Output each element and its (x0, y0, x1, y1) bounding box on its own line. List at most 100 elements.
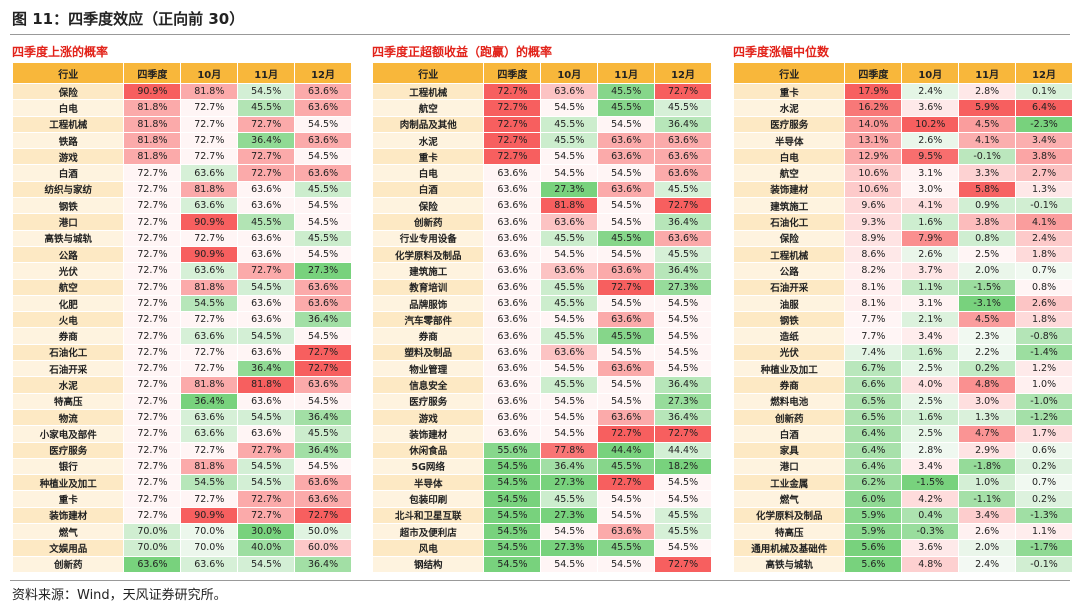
value-cell: 63.6% (294, 474, 352, 492)
value-cell: 63.6% (180, 164, 239, 182)
industry-cell: 保险 (371, 197, 485, 215)
value-cell: 2.0% (958, 539, 1017, 557)
table-row: 保险 90.9% 81.8% 54.5% 63.6% (11, 82, 352, 101)
value-cell: 2.4% (1015, 229, 1073, 247)
value-cell: 54.5% (540, 148, 599, 166)
table-row: 重卡 72.7% 72.7% 72.7% 63.6% (11, 490, 352, 508)
value-cell: 54.5% (654, 360, 712, 378)
value-cell: 45.5% (597, 229, 656, 247)
value-cell: 4.1% (958, 131, 1017, 150)
industry-cell: 银行 (11, 457, 125, 476)
value-cell: 54.5% (597, 294, 656, 313)
value-cell: 45.5% (597, 99, 656, 117)
table-row: 白酒 72.7% 63.6% 72.7% 63.6% (11, 164, 352, 182)
value-cell: 2.2% (958, 343, 1017, 362)
value-cell: 63.6% (237, 311, 296, 329)
data-table: 行业 四季度 10月 11月 12月 保险 90.9% 81.8% 54.5% 63.6% 白电 81… (11, 62, 352, 573)
value-cell: 54.5% (483, 555, 542, 573)
value-cell: 63.6% (597, 180, 656, 199)
value-cell: -0.3% (901, 523, 960, 541)
value-cell: 72.7% (123, 474, 182, 492)
value-cell: 72.7% (180, 343, 239, 362)
value-cell: 81.8% (123, 115, 182, 133)
column-header: 12月 (294, 62, 352, 84)
value-cell: 6.7% (844, 360, 903, 378)
value-cell: 45.5% (540, 115, 599, 133)
value-cell: 72.7% (180, 490, 239, 508)
value-cell: -1.1% (958, 490, 1017, 508)
industry-cell: 化学原料及制品 (732, 506, 846, 525)
value-cell: 54.5% (237, 457, 296, 476)
industry-cell: 种植业及加工 (732, 360, 846, 378)
table-row: 光伏 7.4% 1.6% 2.2% -1.4% (732, 343, 1073, 362)
table-row: 通用机械及基础件 5.6% 3.6% 2.0% -1.7% (732, 539, 1073, 557)
value-cell: 63.6% (597, 131, 656, 150)
value-cell: 72.7% (180, 115, 239, 133)
table-row: 重卡 72.7% 54.5% 63.6% 63.6% (371, 148, 712, 166)
value-cell: -0.1% (958, 148, 1017, 166)
value-cell: 6.2% (844, 474, 903, 492)
table-row: 化学原料及制品 5.9% 0.4% 3.4% -1.3% (732, 506, 1073, 525)
value-cell: 45.5% (654, 245, 712, 264)
value-cell: 8.9% (844, 229, 903, 247)
value-cell: 72.7% (654, 197, 712, 215)
table-row: 钢结构 54.5% 54.5% 54.5% 72.7% (371, 555, 712, 573)
column-header: 11月 (958, 62, 1017, 84)
table-row: 特高压 72.7% 36.4% 63.6% 54.5% (11, 392, 352, 410)
value-cell: -1.0% (1015, 392, 1073, 410)
table-row: 建筑施工 9.6% 4.1% 0.9% -0.1% (732, 197, 1073, 215)
industry-cell: 公路 (11, 245, 125, 264)
column-header: 四季度 (483, 62, 542, 84)
value-cell: 27.3% (654, 392, 712, 410)
value-cell: 81.8% (123, 99, 182, 117)
value-cell: 54.5% (237, 408, 296, 427)
table-row: 化肥 72.7% 54.5% 63.6% 63.6% (11, 294, 352, 313)
column-header: 四季度 (844, 62, 903, 84)
value-cell: 5.8% (958, 180, 1017, 199)
value-cell: 72.7% (483, 148, 542, 166)
value-cell: 72.7% (237, 262, 296, 280)
value-cell: 36.4% (654, 115, 712, 133)
value-cell: 72.7% (654, 82, 712, 101)
industry-cell: 重卡 (371, 148, 485, 166)
value-cell: 54.5% (294, 245, 352, 264)
value-cell: 81.8% (180, 457, 239, 476)
table-row: 券商 72.7% 63.6% 54.5% 54.5% (11, 327, 352, 345)
value-cell: 3.4% (958, 506, 1017, 525)
value-cell: 54.5% (540, 425, 599, 443)
data-table: 行业 四季度 10月 11月 12月 重卡 17.9% 2.4% 2.8% 0.1% 水泥 16.2%… (732, 62, 1073, 573)
value-cell: 63.6% (483, 311, 542, 329)
table-row: 保险 8.9% 7.9% 0.8% 2.4% (732, 229, 1073, 247)
value-cell: 72.7% (123, 490, 182, 508)
value-cell: 1.2% (1015, 360, 1073, 378)
column-header: 11月 (237, 62, 296, 84)
value-cell: 0.8% (958, 229, 1017, 247)
value-cell: 54.5% (654, 311, 712, 329)
figure-title: 图 11：四季度效应（正向前 30） (12, 10, 245, 28)
industry-cell: 航空 (11, 278, 125, 296)
table-row: 装饰建材 72.7% 90.9% 72.7% 72.7% (11, 506, 352, 525)
value-cell: 54.5% (654, 294, 712, 313)
industry-cell: 券商 (371, 327, 485, 345)
value-cell: 72.7% (123, 180, 182, 199)
value-cell: 6.4% (844, 441, 903, 459)
table-row: 创新药 63.6% 63.6% 54.5% 36.4% (371, 213, 712, 231)
value-cell: 81.8% (180, 278, 239, 296)
value-cell: -0.1% (1015, 555, 1073, 573)
value-cell: 45.5% (597, 82, 656, 101)
value-cell: 72.7% (123, 245, 182, 264)
value-cell: 2.0% (958, 262, 1017, 280)
table-row: 休闲食品 55.6% 77.8% 44.4% 44.4% (371, 441, 712, 459)
value-cell: 54.5% (540, 555, 599, 573)
industry-cell: 公路 (732, 262, 846, 280)
value-cell: 4.5% (958, 115, 1017, 133)
value-cell: 72.7% (123, 262, 182, 280)
value-cell: 63.6% (654, 131, 712, 150)
value-cell: 1.3% (1015, 180, 1073, 199)
value-cell: 63.6% (237, 294, 296, 313)
value-cell: 2.3% (958, 327, 1017, 345)
table-row: 水泥 72.7% 45.5% 63.6% 63.6% (371, 131, 712, 150)
industry-cell: 石油开采 (732, 278, 846, 296)
table-row: 风电 54.5% 27.3% 45.5% 54.5% (371, 539, 712, 557)
value-cell: 27.3% (540, 506, 599, 525)
